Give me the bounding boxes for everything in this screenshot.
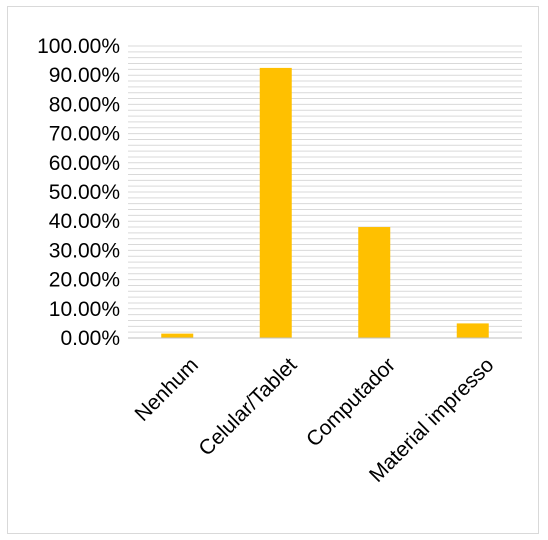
y-tick-label: 80.00% <box>49 93 120 116</box>
bar-celular-tablet <box>259 67 292 339</box>
y-tick-label: 30.00% <box>49 239 120 262</box>
bar-material-impresso <box>456 323 489 338</box>
gridlines <box>128 45 522 333</box>
y-tick-label: 100.00% <box>37 35 120 58</box>
y-tick-label: 90.00% <box>49 64 120 87</box>
y-tick-label: 0.00% <box>60 327 120 350</box>
x-category-label: Nenhum <box>131 353 203 425</box>
x-category-label: Celular/Tablet <box>194 353 301 460</box>
x-category-label: Computador <box>302 353 400 451</box>
y-tick-label: 70.00% <box>49 123 120 146</box>
bar-nenhum <box>161 333 194 338</box>
y-tick-label: 20.00% <box>49 269 120 292</box>
bar-computador <box>358 227 391 338</box>
y-tick-label: 40.00% <box>49 210 120 233</box>
y-tick-label: 10.00% <box>49 298 120 321</box>
y-tick-labels: 0.00% 10.00% 20.00% 30.00% 40.00% 50.00% 60.00… <box>37 35 120 350</box>
y-tick-label: 60.00% <box>49 152 120 175</box>
bars <box>161 67 489 339</box>
y-tick-label: 50.00% <box>49 181 120 204</box>
